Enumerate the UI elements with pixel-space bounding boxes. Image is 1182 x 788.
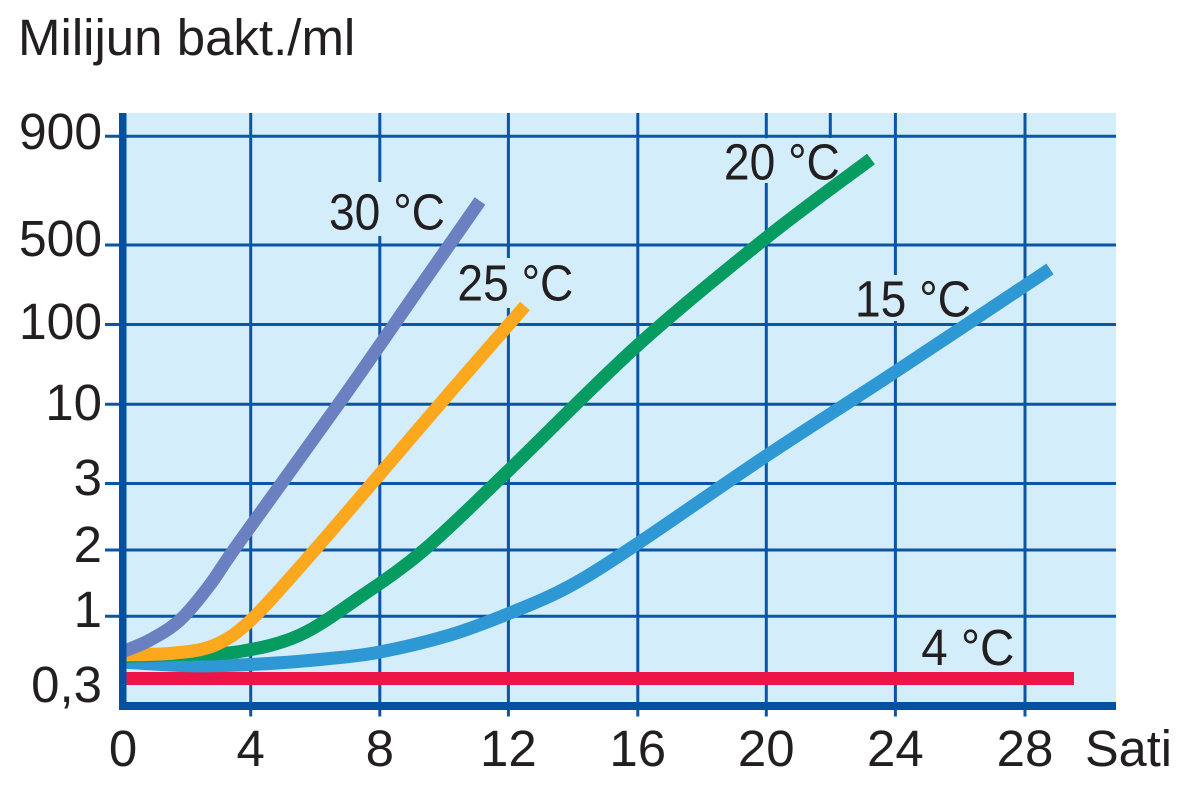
svg-text:900: 900: [19, 103, 102, 160]
svg-text:500: 500: [19, 210, 102, 267]
svg-text:Milijun bakt./ml: Milijun bakt./ml: [18, 9, 355, 66]
svg-text:2: 2: [74, 516, 102, 573]
svg-text:24: 24: [867, 720, 924, 777]
svg-text:25 °C: 25 °C: [457, 255, 573, 312]
svg-text:4 °C: 4 °C: [921, 619, 1014, 676]
svg-text:15 °C: 15 °C: [855, 271, 971, 328]
svg-text:3: 3: [74, 449, 102, 506]
svg-text:4: 4: [237, 720, 265, 777]
svg-text:20: 20: [738, 720, 795, 777]
svg-text:0: 0: [109, 720, 137, 777]
svg-text:0,3: 0,3: [31, 656, 102, 713]
svg-text:8: 8: [366, 720, 394, 777]
svg-text:1: 1: [74, 581, 102, 638]
svg-text:100: 100: [19, 293, 102, 350]
svg-text:16: 16: [609, 720, 666, 777]
svg-text:10: 10: [45, 374, 102, 431]
svg-text:20 °C: 20 °C: [724, 133, 840, 190]
svg-text:Sati: Sati: [1085, 720, 1172, 777]
svg-text:12: 12: [480, 720, 537, 777]
svg-text:28: 28: [997, 720, 1054, 777]
svg-text:30 °C: 30 °C: [329, 183, 445, 240]
